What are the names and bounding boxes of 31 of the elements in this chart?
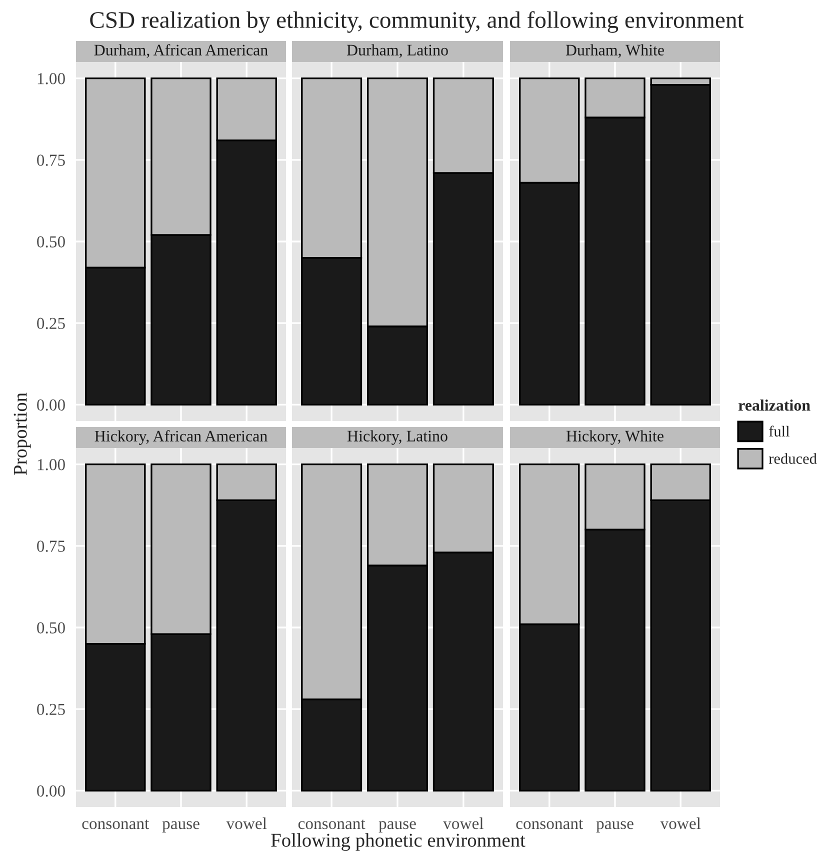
x-tick-label: pause [162,821,200,833]
x-tick-label: consonant [298,820,366,830]
y-tick-label: 0.00 [37,399,65,411]
legend-label: full [769,426,790,437]
legend-title: realization [738,399,810,411]
text: CSD realization by ethnicity, community, and following environment [90,11,744,33]
y-tick-label: 0.25 [37,704,65,716]
y-tick-label: 1.00 [38,73,65,84]
y-tick-label: 0.00 [37,785,65,797]
chart-title: Durham, Latino [346,44,448,58]
x-tick-label: vowel [660,817,701,830]
y-tick-label: 0.75 [37,540,65,552]
x-tick-label: consonant [82,820,150,830]
y-tick-label: 0.50 [37,622,65,634]
y-tick-label: 0.25 [37,318,65,330]
chart-title: Hickory, African American [94,430,268,445]
x-tick-label: vowel [443,817,484,830]
x-axis-title: Following phonetic environment [271,833,526,851]
chart-title: Hickory, Latino [347,430,448,445]
y-tick-label: 0.75 [37,154,65,166]
x-tick-label: consonant [516,820,584,830]
legend-label: reduced [768,453,817,464]
chart-title: Durham, White [566,44,664,58]
x-tick-label: pause [378,821,416,833]
y-tick-label: 0.50 [37,236,65,248]
chart-title: Hickory, White [566,430,664,445]
x-tick-label: pause [596,821,634,833]
y-tick-label: 1.00 [38,459,65,470]
y-axis-title: Proportion [14,392,31,476]
x-tick-label: vowel [226,817,267,830]
chart-title: Durham, African American [94,44,268,58]
